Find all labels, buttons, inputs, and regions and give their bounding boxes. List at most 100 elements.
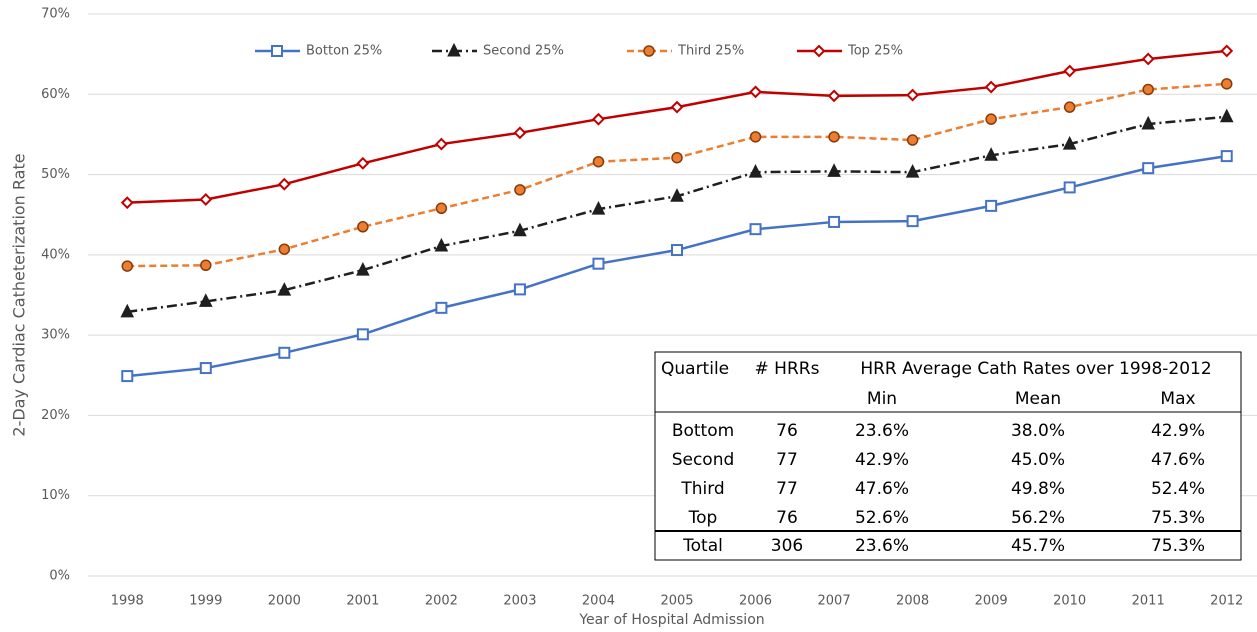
marker	[271, 45, 283, 57]
x-tick-label: 2006	[739, 594, 772, 609]
marker	[984, 80, 998, 94]
x-tick-label: 2012	[1210, 594, 1243, 609]
table-cell: Total	[682, 536, 723, 556]
legend-label: Botton 25%	[306, 44, 382, 59]
table-cell: Top	[688, 508, 718, 528]
marker	[906, 88, 920, 102]
marker	[671, 151, 683, 164]
marker	[1220, 44, 1234, 58]
x-tick-label: 2003	[503, 594, 536, 609]
marker	[592, 257, 605, 270]
table-cell: 306	[771, 536, 803, 556]
marker	[198, 293, 213, 307]
x-tick-label: 2000	[268, 594, 301, 609]
marker	[278, 243, 291, 255]
x-tick-label: 2001	[346, 594, 379, 609]
table-cell: 38.0%	[1011, 421, 1065, 441]
table-cell: 56.2%	[1011, 508, 1065, 528]
table-cell: 77	[776, 450, 798, 470]
x-axis-label: Year of Hospital Admission	[578, 612, 764, 628]
x-tick-label: 2002	[425, 594, 458, 609]
table-cell: # HRRs	[755, 359, 820, 379]
marker	[827, 89, 841, 103]
marker	[514, 184, 526, 196]
table-cell: 23.6%	[855, 536, 909, 556]
table-cell: Quartile	[661, 359, 729, 379]
y-tick-label: 50%	[41, 167, 70, 182]
x-tick-label: 2011	[1132, 594, 1165, 609]
marker	[906, 134, 919, 146]
marker	[671, 244, 683, 257]
marker	[513, 126, 527, 140]
marker	[434, 237, 449, 252]
marker	[121, 260, 134, 272]
table-cell: 42.9%	[1151, 421, 1205, 441]
marker	[827, 163, 841, 177]
marker	[513, 283, 526, 296]
table-cell: 75.3%	[1151, 508, 1205, 528]
table-cell: Bottom	[672, 421, 734, 441]
table-cell: Min	[867, 389, 897, 409]
y-tick-label: 70%	[41, 7, 70, 22]
marker	[1141, 115, 1156, 130]
marker	[984, 147, 998, 161]
marker	[1063, 101, 1076, 113]
table-cell: HRR Average Cath Rates over 1998-2012	[860, 359, 1211, 379]
legend-label: Third 25%	[677, 44, 744, 59]
legend-label: Top 25%	[847, 44, 903, 59]
marker	[985, 199, 998, 212]
marker	[591, 200, 606, 215]
marker	[592, 155, 605, 168]
marker	[278, 346, 291, 359]
table-cell: Max	[1160, 389, 1195, 409]
table-cell: 76	[776, 508, 798, 528]
table-cell: 23.6%	[855, 421, 909, 441]
marker	[120, 303, 135, 318]
marker	[592, 112, 605, 126]
marker	[670, 100, 684, 114]
marker	[435, 301, 448, 314]
legend-label: Second 25%	[483, 44, 564, 59]
y-tick-label: 40%	[41, 247, 70, 262]
table-cell: 47.6%	[855, 479, 909, 499]
marker	[199, 362, 212, 375]
marker	[277, 282, 292, 296]
marker	[120, 196, 134, 210]
table-cell: 47.6%	[1151, 450, 1205, 470]
series-line	[127, 49, 1227, 204]
marker	[905, 164, 920, 178]
marker	[749, 131, 762, 143]
marker	[434, 137, 448, 151]
x-tick-label: 1999	[189, 594, 222, 609]
marker	[812, 44, 826, 58]
marker	[1063, 181, 1076, 194]
marker	[1142, 162, 1155, 175]
x-tick-label: 2005	[660, 594, 693, 609]
marker	[356, 156, 370, 170]
marker	[447, 42, 461, 57]
y-tick-label: 60%	[41, 87, 70, 102]
table-cell: Mean	[1015, 389, 1061, 409]
marker	[356, 328, 369, 341]
marker	[670, 188, 684, 202]
marker	[748, 164, 763, 178]
table-cell: 77	[776, 479, 798, 499]
marker	[277, 177, 291, 191]
table-cell: Second	[672, 450, 735, 470]
y-tick-label: 30%	[41, 328, 70, 343]
table-cell: 45.7%	[1011, 536, 1065, 556]
series-line	[127, 115, 1227, 314]
marker	[200, 259, 212, 272]
table-cell: Third	[680, 479, 724, 499]
marker	[1063, 64, 1077, 78]
marker	[643, 45, 655, 57]
table-cell: 49.8%	[1011, 479, 1065, 499]
y-tick-label: 0%	[49, 569, 70, 584]
marker	[1219, 108, 1234, 123]
marker	[1142, 83, 1154, 96]
marker	[1220, 150, 1233, 163]
marker	[828, 215, 841, 228]
x-tick-label: 2007	[818, 594, 851, 609]
x-tick-label: 2010	[1053, 594, 1086, 609]
marker	[1062, 135, 1077, 150]
